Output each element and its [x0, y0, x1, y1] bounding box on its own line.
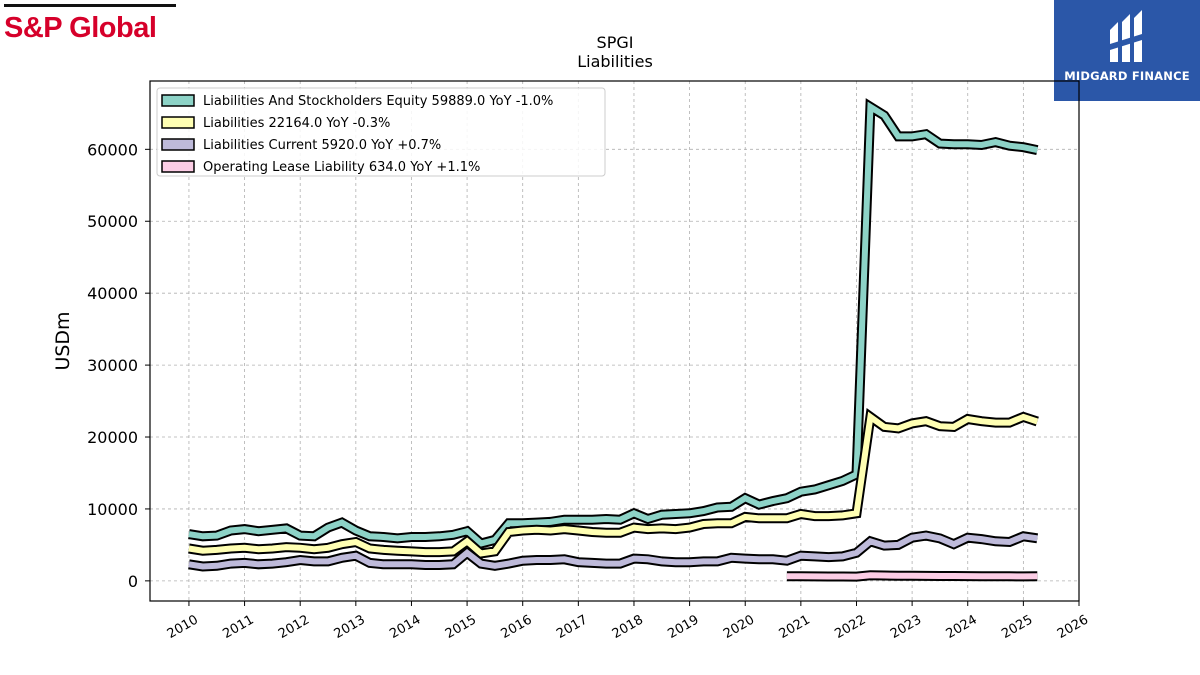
series-operating-lease-liability	[786, 570, 1038, 582]
legend-swatch	[161, 94, 195, 107]
legend-item: Operating Lease Liability 634.0 YoY +1.1…	[161, 160, 480, 175]
legend-label: Liabilities And Stockholders Equity 5988…	[203, 94, 553, 109]
x-axis-ticks: 2010 2011 2012 2013 2014 2015 2016 2017 2018 2019…	[165, 601, 1091, 642]
x-tick-label: 2011	[220, 612, 256, 642]
x-tick-label: 2021	[777, 612, 813, 642]
y-tick-label: 10000	[87, 500, 138, 519]
x-tick-label: 2019	[665, 612, 701, 642]
x-tick-label: 2023	[888, 612, 924, 642]
x-tick-label: 2025	[999, 612, 1035, 642]
y-tick-label: 20000	[87, 428, 138, 447]
series-lines	[188, 98, 1039, 582]
legend-swatch	[161, 116, 195, 129]
series-liabilities-and-stockholders-equity	[188, 98, 1039, 550]
y-tick-label: 0	[128, 572, 138, 591]
legend-item: Liabilities Current 5920.0 YoY +0.7%	[161, 138, 441, 153]
midgard-finance-logo: MIDGARD FINANCE	[1054, 0, 1200, 101]
x-tick-label: 2015	[443, 612, 479, 642]
y-tick-label: 50000	[87, 212, 138, 231]
brand-name: S&P Global	[4, 12, 157, 44]
x-tick-label: 2018	[610, 612, 646, 642]
midgard-emblem-icon	[1110, 10, 1142, 62]
legend-swatch	[161, 138, 195, 151]
series-liabilities	[188, 408, 1039, 559]
legend-swatch	[161, 160, 195, 173]
series-line	[188, 101, 1038, 547]
legend-item: Liabilities 22164.0 YoY -0.3%	[161, 116, 390, 131]
legend: Liabilities And Stockholders Equity 5988…	[156, 87, 606, 177]
legend-item: Liabilities And Stockholders Equity 5988…	[161, 94, 553, 109]
chart-title: SPGI	[597, 33, 634, 52]
y-tick-label: 30000	[87, 356, 138, 375]
sp-global-logo: S&P Global	[4, 4, 176, 43]
x-tick-label: 2017	[554, 612, 590, 642]
partner-name: MIDGARD FINANCE	[1064, 69, 1190, 83]
x-tick-label: 2014	[387, 612, 423, 642]
series-line	[786, 572, 1038, 580]
x-tick-label: 2024	[944, 612, 980, 642]
x-tick-label: 2016	[499, 612, 535, 642]
x-tick-label: 2020	[721, 612, 757, 642]
y-axis-ticks: 0 10000 20000 30000 40000 50000 60000	[87, 140, 150, 591]
series-liabilities-current	[188, 530, 1039, 572]
chart-subtitle: Liabilities	[577, 52, 653, 71]
x-tick-label: 2013	[332, 612, 368, 642]
series-line	[188, 411, 1039, 557]
series-line	[188, 532, 1038, 570]
y-axis-label: USDm	[52, 311, 74, 370]
x-tick-label: 2010	[165, 612, 201, 642]
legend-box	[156, 87, 606, 177]
y-tick-label: 60000	[87, 140, 138, 159]
plot-frame	[149, 80, 1080, 602]
legend-label: Liabilities Current 5920.0 YoY +0.7%	[203, 138, 441, 153]
legend-label: Liabilities 22164.0 YoY -0.3%	[203, 116, 390, 131]
legend-label: Operating Lease Liability 634.0 YoY +1.1…	[203, 160, 480, 175]
x-tick-label: 2012	[276, 612, 312, 642]
y-tick-label: 40000	[87, 284, 138, 303]
x-tick-label: 2026	[1055, 612, 1091, 642]
x-tick-label: 2022	[832, 612, 868, 642]
